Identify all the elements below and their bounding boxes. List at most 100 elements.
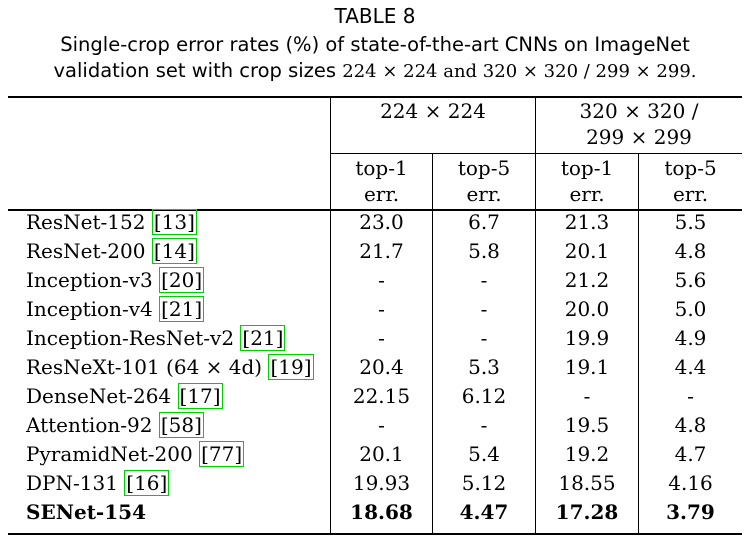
row-9-top5-320: 4.16 [668,471,713,495]
model-name: SENet-154 [26,500,146,524]
row-2-model: Inception-v3 [20] [26,267,205,293]
model-name: ResNeXt-101 (64 × 4d) [26,355,269,379]
row-3-model: Inception-v4 [21] [26,296,205,322]
model-name: ResNet-152 [26,210,152,234]
subheader-top5-b: top-5 err. [639,155,742,207]
row-1-top5-320: 4.8 [674,239,707,263]
row-10-model: SENet-154 [26,499,146,525]
row-9-top1-224: 19.93 [352,471,411,495]
caption-line-1: Single-crop error rates (%) of state-of-… [60,33,690,56]
citation-link[interactable]: [14] [151,238,197,264]
citation-link[interactable]: [13] [151,209,197,235]
row-10-top1-224: 18.68 [350,500,413,524]
caption-line-2-math: 224 × 224 and 320 × 320 / 299 × 299. [342,61,697,82]
row-7-model: Attention-92 [58] [26,412,204,438]
row-9-top5-224: 5.12 [461,471,507,495]
row-8-top1-224: 20.1 [359,442,404,466]
subheader-top5-a: top-5 err. [433,155,535,207]
row-4-top5-320: 4.9 [674,326,707,350]
row-3-top1-224: - [378,297,385,321]
row-6-model: DenseNet-264 [17] [26,383,223,409]
citation-link[interactable]: [16] [124,470,170,496]
column-divider-4 [638,153,640,534]
row-0-top1-320: 21.3 [564,210,610,234]
row-1-top1-224: 21.7 [359,239,404,263]
row-1-model: ResNet-200 [14] [26,238,197,264]
caption-line-2: validation set with crop sizes 224 × 224… [0,58,750,85]
row-6-top5-320: - [687,384,694,408]
row-5-top1-320: 19.1 [564,355,610,379]
citation-link[interactable]: [58] [158,412,204,438]
subheader-top1-b-line2: err. [569,182,605,206]
row-5-model: ResNeXt-101 (64 × 4d) [19] [26,354,314,380]
row-4-top5-224: - [480,326,488,350]
header-bottom-rule [8,209,742,211]
row-7-top1-320: 19.5 [564,413,610,437]
table-bottom-rule [8,533,742,535]
column-divider-3 [535,96,537,534]
subheader-top5-b-line2: err. [672,182,709,206]
column-divider-1 [330,96,332,534]
row-10-top5-224: 4.47 [459,500,509,524]
row-5-top1-224: 20.4 [359,355,404,379]
row-0-top5-224: 6.7 [468,210,500,234]
model-name: ResNet-200 [26,239,152,263]
row-0-top5-320: 5.5 [674,210,707,234]
row-8-model: PyramidNet-200 [77] [26,441,245,467]
caption-line-2-prefix: validation set with crop sizes [53,59,337,82]
row-2-top1-320: 21.2 [564,268,610,292]
table-top-rule [8,96,742,98]
model-name: Inception-v4 [26,297,160,321]
citation-link[interactable]: [77] [199,441,245,467]
subheader-top1-a-line2: err. [363,182,400,206]
row-2-top1-224: - [378,268,385,292]
row-0-top1-224: 23.0 [359,210,404,234]
row-3-top5-320: 5.0 [674,297,707,321]
citation-link[interactable]: [17] [177,383,223,409]
citation-link[interactable]: [19] [268,354,314,380]
row-5-top5-320: 4.4 [674,355,707,379]
row-6-top1-320: - [583,384,591,408]
table-title: TABLE 8 [334,4,416,28]
group-header-320-line2: 299 × 299 [586,125,692,149]
citation-link[interactable]: [21] [240,325,286,351]
subheader-top1-b-line1: top-1 [560,156,614,180]
model-name: Inception-ResNet-v2 [26,326,241,350]
column-divider-2 [432,153,434,534]
row-8-top5-224: 5.4 [468,442,500,466]
subheader-top5-a-line2: err. [466,182,502,206]
row-10-top5-320: 3.79 [666,500,715,524]
row-2-top5-224: - [480,268,488,292]
row-6-top5-224: 6.12 [461,384,507,408]
citation-link[interactable]: [21] [159,296,205,322]
model-name: DenseNet-264 [26,384,178,408]
row-9-top1-320: 18.55 [558,471,616,495]
group-header-320-line1: 320 × 320 / [579,99,699,123]
subheader-top1-b: top-1 err. [536,155,638,207]
row-9-model: DPN-131 [16] [26,470,170,496]
model-name: DPN-131 [26,471,125,495]
row-10-top1-320: 17.28 [555,500,619,524]
row-8-top1-320: 19.2 [564,442,610,466]
model-name: Attention-92 [26,413,159,437]
row-7-top1-224: - [378,413,385,437]
row-7-top5-320: 4.8 [674,413,707,437]
model-name: Inception-v3 [26,268,160,292]
subheader-top1-a: top-1 err. [331,155,432,207]
citation-link[interactable]: [20] [159,267,205,293]
model-name: PyramidNet-200 [26,442,200,466]
row-8-top5-320: 4.7 [674,442,707,466]
row-7-top5-224: - [480,413,488,437]
row-6-top1-224: 22.15 [352,384,411,408]
subheader-top1-a-line1: top-1 [355,156,408,180]
row-5-top5-224: 5.3 [468,355,500,379]
row-1-top5-224: 5.8 [468,239,500,263]
row-3-top5-224: - [480,297,488,321]
row-3-top1-320: 20.0 [564,297,610,321]
group-header-224: 224 × 224 [380,99,486,123]
row-2-top5-320: 5.6 [674,268,707,292]
row-0-model: ResNet-152 [13] [26,209,197,235]
row-4-model: Inception-ResNet-v2 [21] [26,325,286,351]
row-1-top1-320: 20.1 [564,239,610,263]
subheader-top5-a-line1: top-5 [457,156,511,180]
